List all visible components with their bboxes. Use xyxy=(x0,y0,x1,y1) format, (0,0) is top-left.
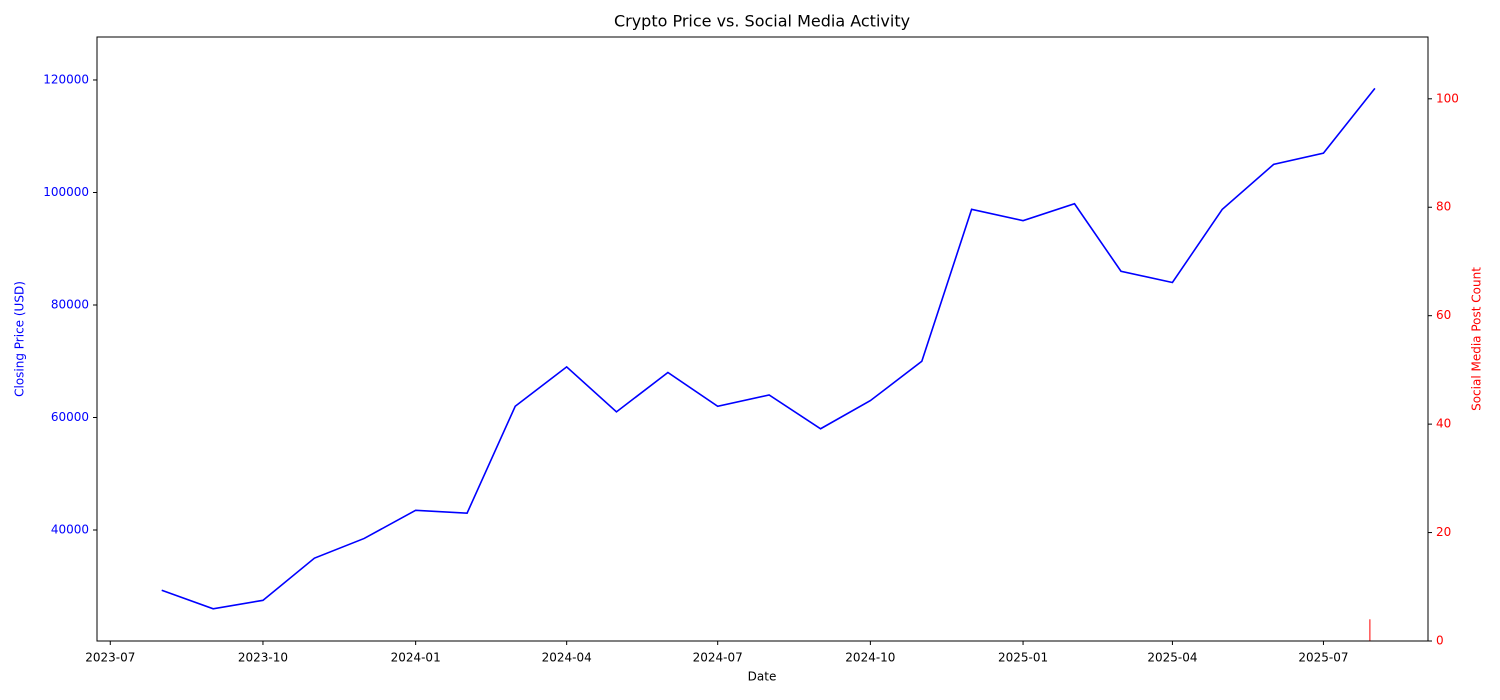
x-tick-label: 2024-04 xyxy=(542,651,592,665)
x-tick-label: 2023-10 xyxy=(238,651,288,665)
chart-title: Crypto Price vs. Social Media Activity xyxy=(614,12,910,31)
y-tick-label: 100000 xyxy=(43,185,89,199)
x-tick-label: 2025-01 xyxy=(998,651,1048,665)
x-tick-label: 2025-04 xyxy=(1147,651,1197,665)
x-tick-label: 2024-10 xyxy=(845,651,895,665)
price-line xyxy=(161,87,1376,610)
post-bar xyxy=(1369,619,1371,641)
y-tick-label: 40000 xyxy=(51,523,89,537)
y2-tick-label: 60 xyxy=(1436,308,1451,322)
y-tick-label: 80000 xyxy=(51,297,89,311)
y-tick-label: 60000 xyxy=(51,410,89,424)
plot-frame xyxy=(96,36,1429,642)
x-axis-label: Date xyxy=(748,670,777,684)
y-tick-label: 120000 xyxy=(43,72,89,86)
y2-tick-label: 40 xyxy=(1436,417,1451,431)
y2-tick-label: 20 xyxy=(1436,525,1451,539)
y2-tick-label: 100 xyxy=(1436,91,1459,105)
y-axis-label: Closing Price (USD) xyxy=(13,281,27,397)
x-tick-label: 2023-07 xyxy=(85,651,135,665)
y2-tick-label: 0 xyxy=(1436,634,1444,648)
x-tick-label: 2024-07 xyxy=(693,651,743,665)
y2-tick-label: 80 xyxy=(1436,200,1451,214)
x-tick-label: 2024-01 xyxy=(391,651,441,665)
y2-axis-label: Social Media Post Count xyxy=(1470,267,1484,411)
x-tick-label: 2025-07 xyxy=(1298,651,1348,665)
